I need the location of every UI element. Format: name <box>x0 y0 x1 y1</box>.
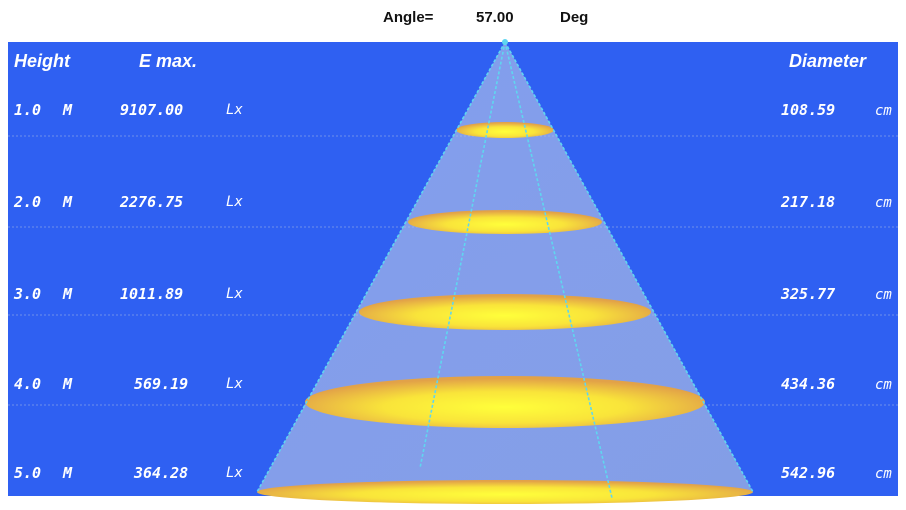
emax-unit: Lx <box>226 286 243 302</box>
beam-spot-ellipse <box>305 376 705 428</box>
beam-line <box>504 41 754 493</box>
height-unit: M <box>63 193 73 211</box>
emax-value: 2276.75 <box>120 193 184 211</box>
light-source-point <box>502 39 508 45</box>
emax-value: 9107.00 <box>120 101 184 119</box>
beam-line <box>256 41 506 493</box>
height-value: 4.0 <box>14 375 42 393</box>
beam-spot-ellipse <box>408 210 602 234</box>
beam-spot-ellipse <box>456 122 554 138</box>
diameter-value: 325.77 <box>781 285 836 303</box>
beam-spot-ellipse <box>257 480 753 504</box>
header-height: Height <box>14 51 70 71</box>
height-value: 2.0 <box>14 193 42 211</box>
beam-line <box>504 41 613 499</box>
height-unit: M <box>63 101 73 119</box>
beam-ellipses <box>257 122 753 504</box>
diameter-unit: cm <box>875 287 892 303</box>
light-cone <box>257 42 753 492</box>
emax-value: 364.28 <box>134 464 189 482</box>
emax-unit: Lx <box>226 376 243 392</box>
emax-value: 1011.89 <box>120 285 184 303</box>
height-value: 5.0 <box>14 464 42 482</box>
diameter-unit: cm <box>875 195 892 211</box>
emax-unit: Lx <box>226 194 243 210</box>
emax-unit: Lx <box>226 465 243 481</box>
diameter-unit: cm <box>875 377 892 393</box>
height-unit: M <box>63 375 73 393</box>
beam-line <box>419 41 506 469</box>
header-emax: E max. <box>139 51 198 71</box>
angle-unit: Deg <box>560 9 589 26</box>
angle-value: 57.00 <box>476 9 514 26</box>
emax-value: 569.19 <box>134 375 189 393</box>
height-unit: M <box>63 464 73 482</box>
beam-lines <box>256 39 754 499</box>
diameter-value: 434.36 <box>781 375 836 393</box>
diameter-unit: cm <box>875 103 892 119</box>
height-value: 1.0 <box>14 101 42 119</box>
header-diameter: Diameter <box>789 51 867 71</box>
diameter-value: 542.96 <box>781 464 836 482</box>
height-value: 3.0 <box>14 285 42 303</box>
height-unit: M <box>63 285 73 303</box>
angle-label: Angle= <box>383 9 434 26</box>
diameter-value: 217.18 <box>781 193 836 211</box>
beam-spot-ellipse <box>359 294 651 330</box>
diameter-value: 108.59 <box>781 101 836 119</box>
diameter-unit: cm <box>875 466 892 482</box>
angle-readout: Angle= 57.00 Deg <box>0 0 906 40</box>
emax-unit: Lx <box>226 102 243 118</box>
